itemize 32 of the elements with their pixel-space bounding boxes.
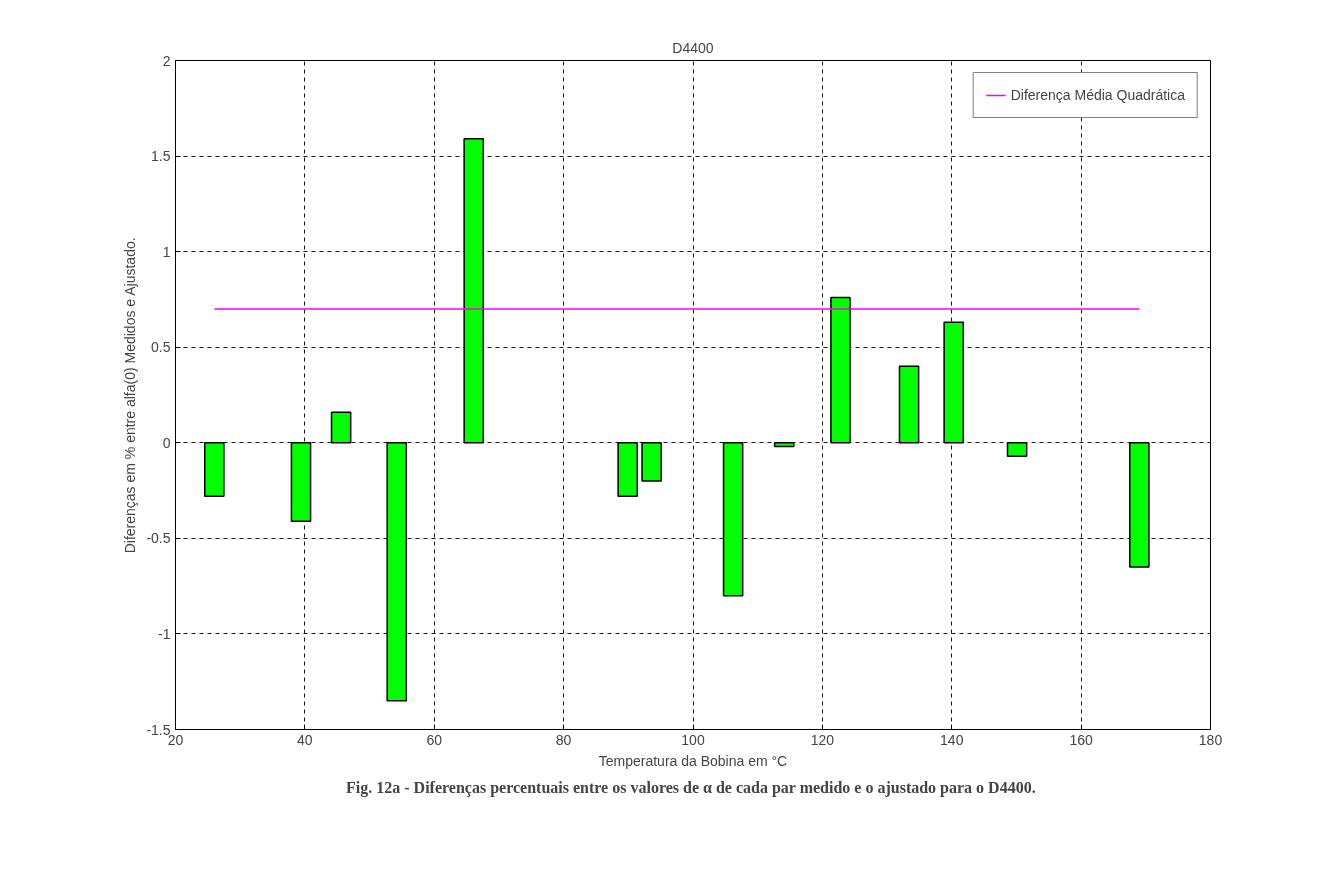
y-tick-label: 0 xyxy=(162,434,171,451)
y-tick-label: -0.5 xyxy=(146,530,171,547)
bar xyxy=(463,138,485,444)
bar xyxy=(330,411,352,444)
x-tick-label: 160 xyxy=(1069,731,1094,748)
legend-label: Diferença Média Quadrática xyxy=(1010,87,1185,103)
bar xyxy=(898,365,920,444)
bar xyxy=(943,321,965,444)
caption: Fig. 12a - Diferenças percentuais entre os valores de α de cada par medido e o ajustado para o D4400. xyxy=(346,778,1036,797)
bar xyxy=(641,442,662,482)
x-tick-label: 80 xyxy=(555,731,572,748)
y-tick-label: 2 xyxy=(162,52,171,69)
bar xyxy=(1129,442,1150,568)
bar xyxy=(722,442,744,597)
x-tick-label: 60 xyxy=(426,731,443,748)
y-tick-label: 1.5 xyxy=(151,148,171,165)
bar xyxy=(773,442,795,448)
y-tick-label: -1 xyxy=(158,625,171,642)
bar xyxy=(617,442,638,498)
x-tick-label: 120 xyxy=(810,731,835,748)
y-tick-label: 0.5 xyxy=(151,339,171,356)
x-tick-label: 140 xyxy=(940,731,964,748)
bar xyxy=(1006,442,1028,457)
x-tick-label: 100 xyxy=(681,731,705,748)
y-tick-label: 1 xyxy=(162,243,171,260)
bar xyxy=(830,296,851,444)
y-axis-title: Diferenças em % entre alfa(0) Medidos e Ajustado. xyxy=(122,237,139,554)
x-tick-label: 40 xyxy=(297,731,313,748)
x-tick-label: 180 xyxy=(1198,731,1223,748)
chart-title: D4400 xyxy=(672,39,714,56)
bar xyxy=(203,442,225,498)
x-axis-title: Temperatura da Bobina em °C xyxy=(598,752,788,769)
